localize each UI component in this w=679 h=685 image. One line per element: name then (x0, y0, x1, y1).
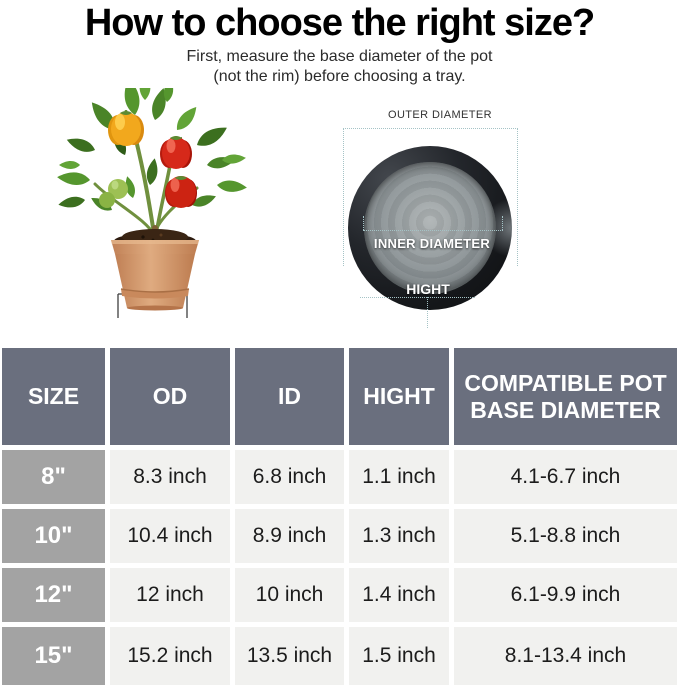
height-indicator-line (427, 297, 428, 328)
inner-diameter-label: INNER DIAMETER (373, 236, 491, 251)
header-cell-compatible: COMPATIBLE POT BASE DIAMETER (454, 348, 677, 445)
tray-diagram: OUTER DIAMETER INNER DIAMETER HIGHT (335, 106, 585, 336)
pepper-plant-illustration (55, 71, 325, 336)
table-cell: 1.1 inch (349, 450, 449, 504)
subtitle: First, measure the base diameter of the … (0, 47, 679, 87)
pepper-plant-svg (56, 71, 248, 318)
table-cell: 1.4 inch (349, 568, 449, 622)
table-cell: 13.5 inch (235, 627, 344, 685)
inner-diameter-tick-right (502, 216, 503, 230)
header-cell-od: OD (110, 348, 230, 445)
terracotta-pot (111, 229, 199, 311)
subtitle-line-1: First, measure the base diameter of the … (186, 48, 493, 65)
outer-diameter-label: OUTER DIAMETER (388, 109, 492, 121)
table-cell: 8.1-13.4 inch (454, 627, 677, 685)
size-cell-12: 12" (2, 568, 105, 622)
table-cell: 12 inch (110, 568, 230, 622)
table-cell: 5.1-8.8 inch (454, 509, 677, 563)
height-baseline (360, 297, 475, 298)
tray-inner-basin (364, 162, 496, 294)
header-cell-hight: HIGHT (349, 348, 449, 445)
inner-diameter-line (363, 230, 503, 231)
size-cell-10: 10" (2, 509, 105, 563)
table-cell: 15.2 inch (110, 627, 230, 685)
table-cell: 6.1-9.9 inch (454, 568, 677, 622)
table-cell: 8.9 inch (235, 509, 344, 563)
green-peppers (99, 179, 128, 208)
table-cell: 1.5 inch (349, 627, 449, 685)
plant-leaves (56, 71, 248, 214)
yellow-pepper (108, 110, 144, 146)
height-label: HIGHT (406, 281, 450, 297)
table-cell: 6.8 inch (235, 450, 344, 504)
red-pepper-lower (165, 176, 197, 208)
page-title: How to choose the right size? (84, 2, 595, 44)
table-cell: 8.3 inch (110, 450, 230, 504)
table-cell: 4.1-6.7 inch (454, 450, 677, 504)
outer-diameter-bracket (343, 128, 518, 266)
size-cell-15: 15" (2, 627, 105, 685)
header-cell-id: ID (235, 348, 344, 445)
inner-diameter-tick-left (363, 216, 364, 230)
tray-top-view (348, 146, 512, 310)
table-cell: 10 inch (235, 568, 344, 622)
size-cell-8: 8" (2, 450, 105, 504)
size-table: SIZE OD ID HIGHT COMPATIBLE POT BASE DIA… (0, 348, 679, 685)
red-pepper-upper (160, 136, 192, 169)
subtitle-line-2: (not the rim) before choosing a tray. (213, 68, 466, 85)
table-cell: 10.4 inch (110, 509, 230, 563)
table-cell: 1.3 inch (349, 509, 449, 563)
header-cell-size: SIZE (2, 348, 105, 445)
